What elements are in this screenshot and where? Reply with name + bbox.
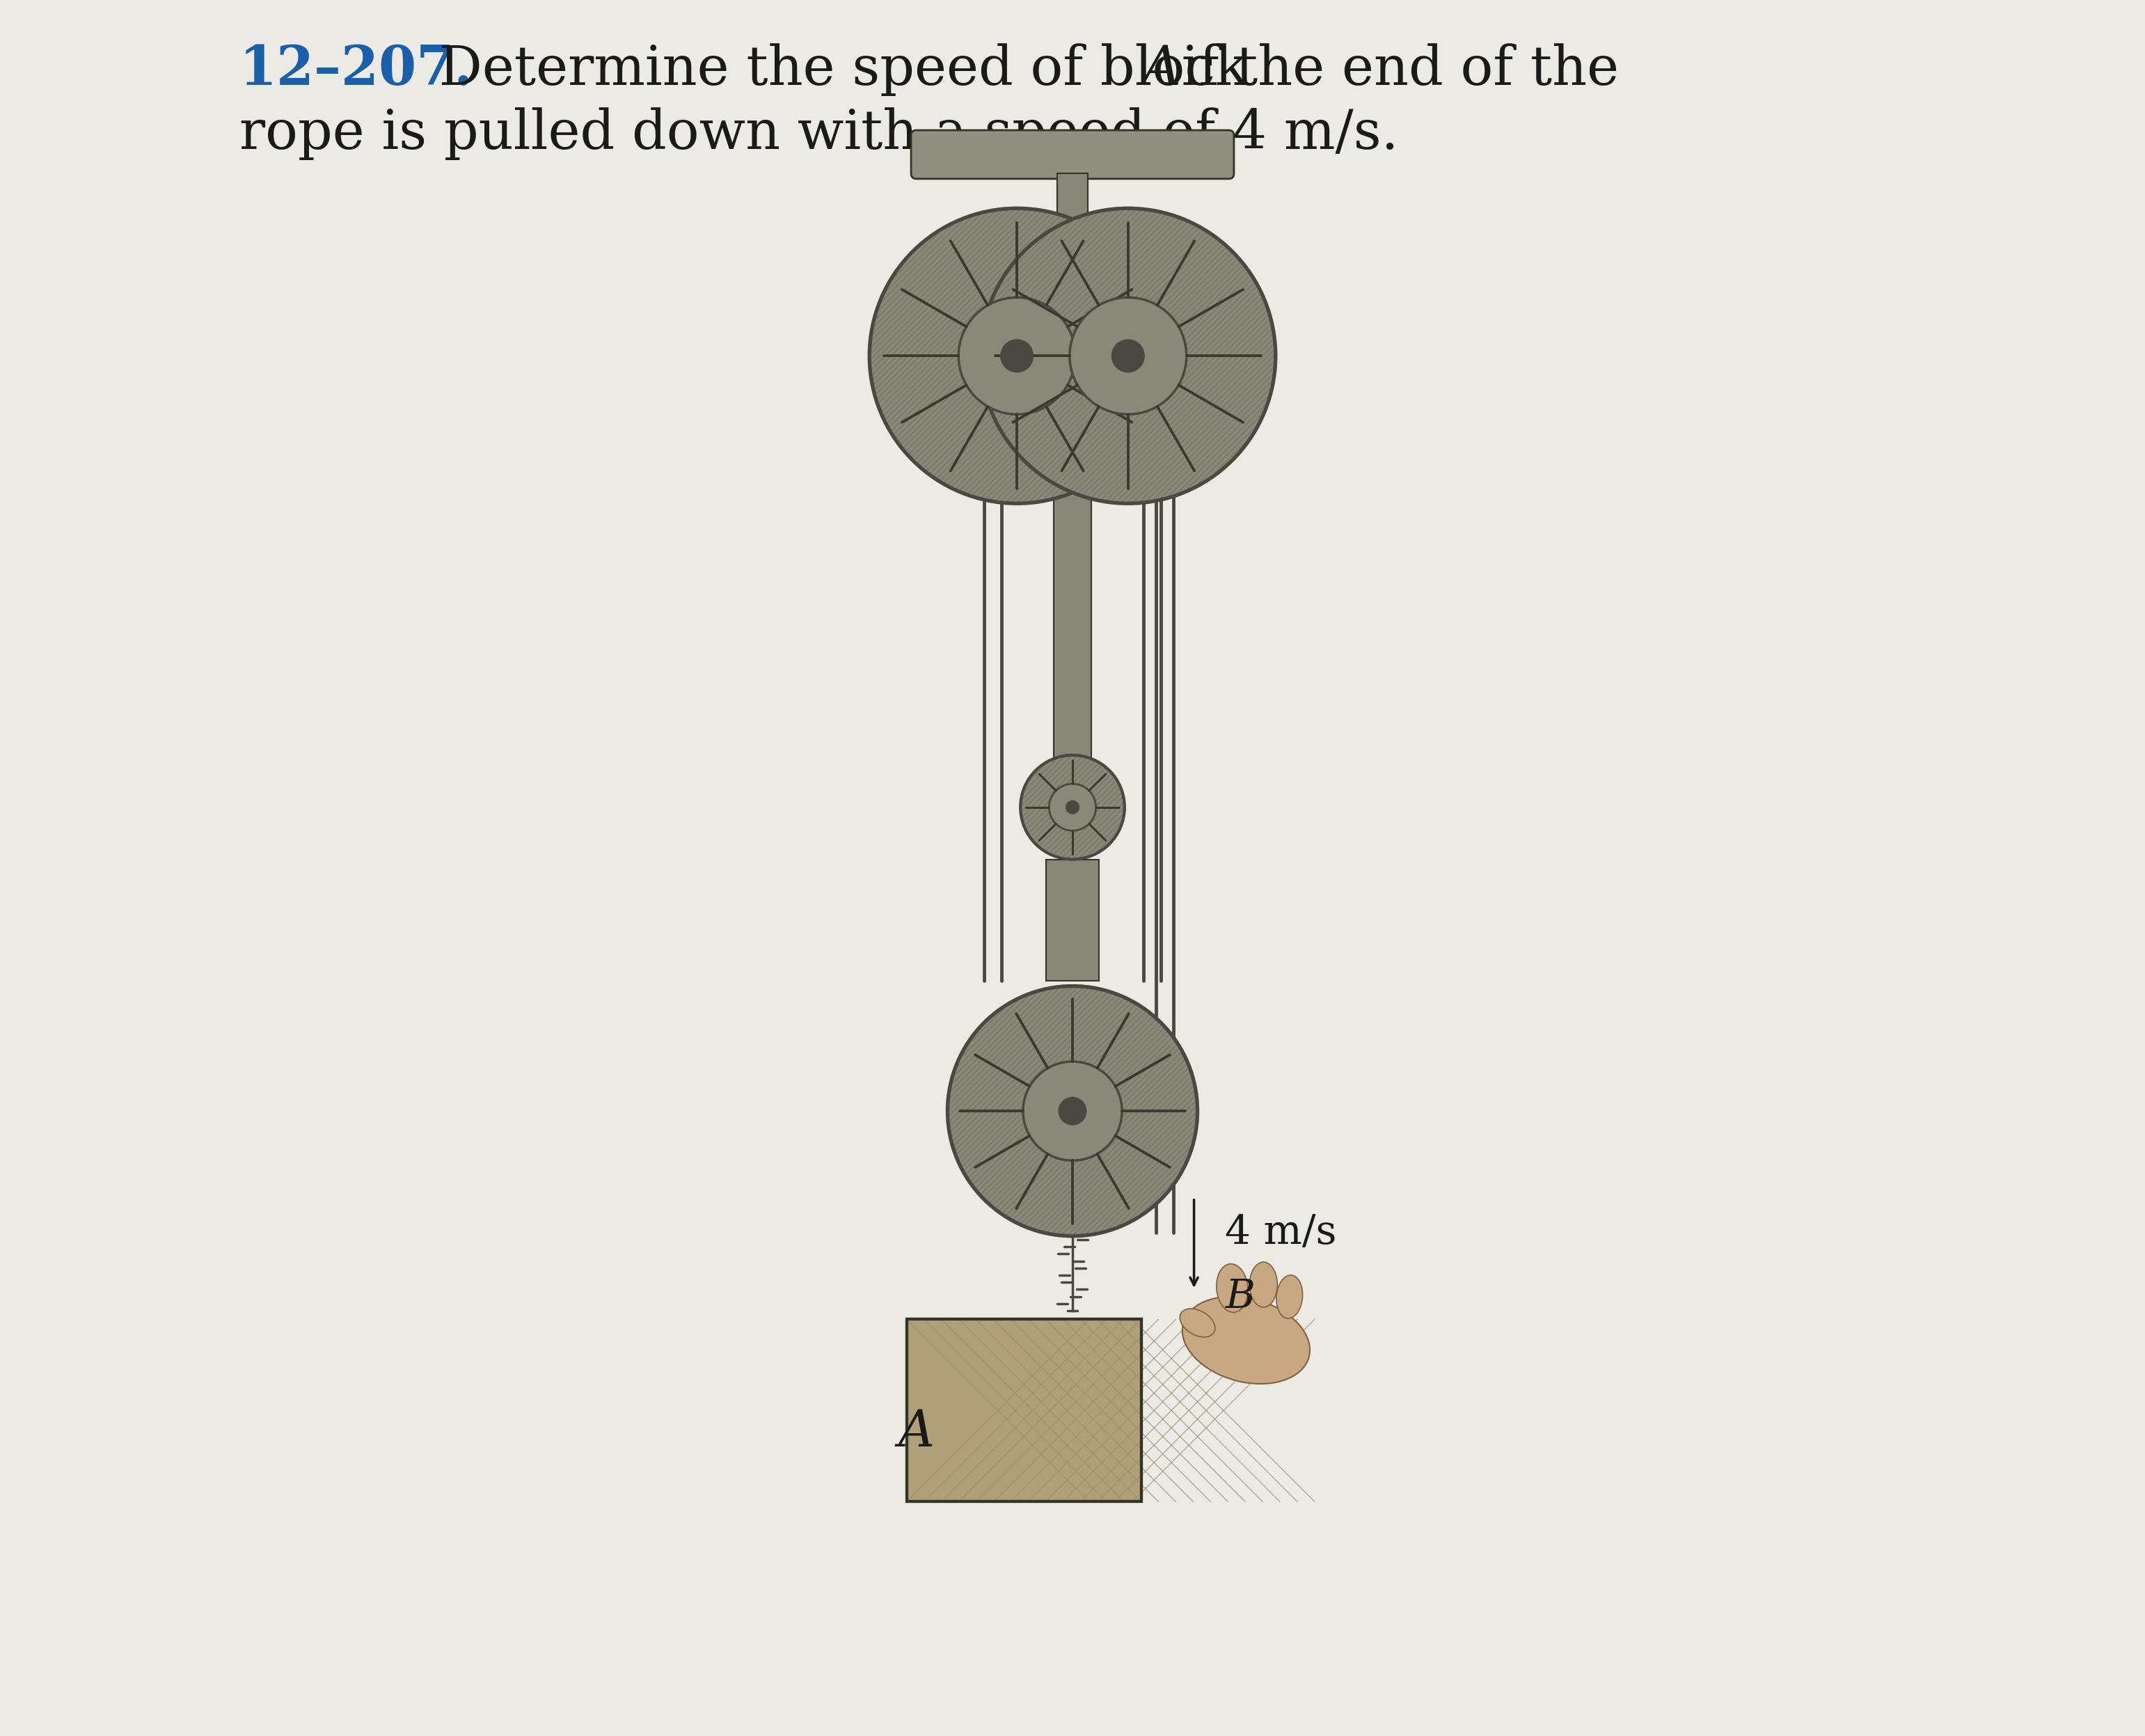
- Circle shape: [1049, 783, 1096, 830]
- Bar: [907, 1319, 1141, 1502]
- Circle shape: [1066, 800, 1079, 814]
- Circle shape: [959, 297, 1075, 415]
- Circle shape: [1111, 340, 1143, 372]
- Bar: [1053, 252, 1092, 807]
- Text: A: A: [1141, 43, 1182, 97]
- Ellipse shape: [1251, 1262, 1276, 1307]
- Text: 12–207.: 12–207.: [240, 43, 474, 95]
- Text: 4 m/s: 4 m/s: [1225, 1213, 1336, 1252]
- Bar: [1047, 859, 1098, 981]
- Text: B: B: [1225, 1278, 1255, 1316]
- Circle shape: [1023, 1061, 1122, 1161]
- Circle shape: [869, 208, 1165, 503]
- Text: A: A: [899, 1408, 935, 1457]
- Circle shape: [1021, 755, 1124, 859]
- Ellipse shape: [1182, 1297, 1311, 1384]
- Bar: [1057, 174, 1088, 252]
- Text: rope is pulled down with a speed of 4 m/s.: rope is pulled down with a speed of 4 m/…: [240, 108, 1399, 160]
- Text: if the end of the: if the end of the: [1165, 43, 1619, 95]
- Circle shape: [980, 208, 1276, 503]
- Ellipse shape: [1180, 1309, 1214, 1337]
- Circle shape: [948, 986, 1197, 1236]
- Ellipse shape: [1216, 1264, 1248, 1312]
- Circle shape: [1002, 340, 1034, 372]
- Circle shape: [1060, 1097, 1085, 1125]
- Text: Determine the speed of block: Determine the speed of block: [403, 43, 1266, 95]
- Bar: [907, 1319, 1141, 1502]
- Ellipse shape: [1276, 1276, 1302, 1318]
- FancyBboxPatch shape: [912, 130, 1233, 179]
- Circle shape: [1070, 297, 1186, 415]
